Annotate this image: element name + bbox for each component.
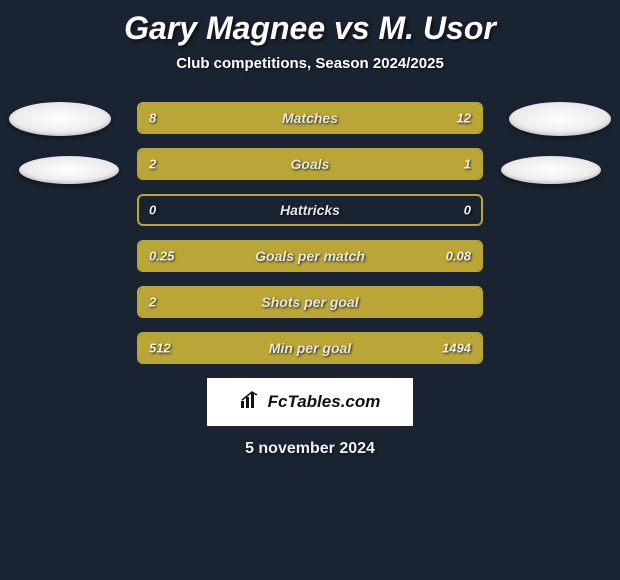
comparison-infographic: Gary Magnee vs M. Usor Club competitions… xyxy=(0,0,620,472)
bar-fill-left xyxy=(139,242,399,270)
stat-row: 5121494Min per goal xyxy=(137,332,483,364)
brand-box: FcTables.com xyxy=(207,378,413,426)
bar-fill-left xyxy=(139,150,365,178)
brand-chart-icon xyxy=(240,391,262,414)
chart-area: 812Matches 21Goals 0 0Hattricks 0.250.08Goal… xyxy=(0,90,620,364)
bar-fill-right xyxy=(276,104,481,132)
bar-fill-left xyxy=(139,104,276,132)
bar-fill-right xyxy=(218,334,481,362)
date-text: 5 november 2024 xyxy=(0,426,620,472)
stat-bars: 812Matches 21Goals 0 0Hattricks 0.250.08Goal… xyxy=(137,90,483,364)
stat-row: 0 0Hattricks xyxy=(137,194,483,226)
stat-label: Hattricks xyxy=(139,202,481,218)
player-left-badge-2 xyxy=(19,156,119,184)
page-title: Gary Magnee vs M. Usor xyxy=(0,0,620,51)
bar-fill-left xyxy=(139,288,481,316)
stat-value-right: 0 xyxy=(464,203,471,218)
bar-fill-right xyxy=(365,150,481,178)
stat-row: 812Matches xyxy=(137,102,483,134)
subtitle: Club competitions, Season 2024/2025 xyxy=(0,51,620,90)
bar-fill-right xyxy=(399,242,481,270)
brand-text: FcTables.com xyxy=(268,392,381,412)
player-left-badge-1 xyxy=(9,102,111,136)
bar-fill-left xyxy=(139,334,218,362)
stat-row: 21Goals xyxy=(137,148,483,180)
stat-value-left: 0 xyxy=(149,203,156,218)
player-right-badge-2 xyxy=(501,156,601,184)
stat-row: 2Shots per goal xyxy=(137,286,483,318)
stat-row: 0.250.08Goals per match xyxy=(137,240,483,272)
player-right-badge-1 xyxy=(509,102,611,136)
